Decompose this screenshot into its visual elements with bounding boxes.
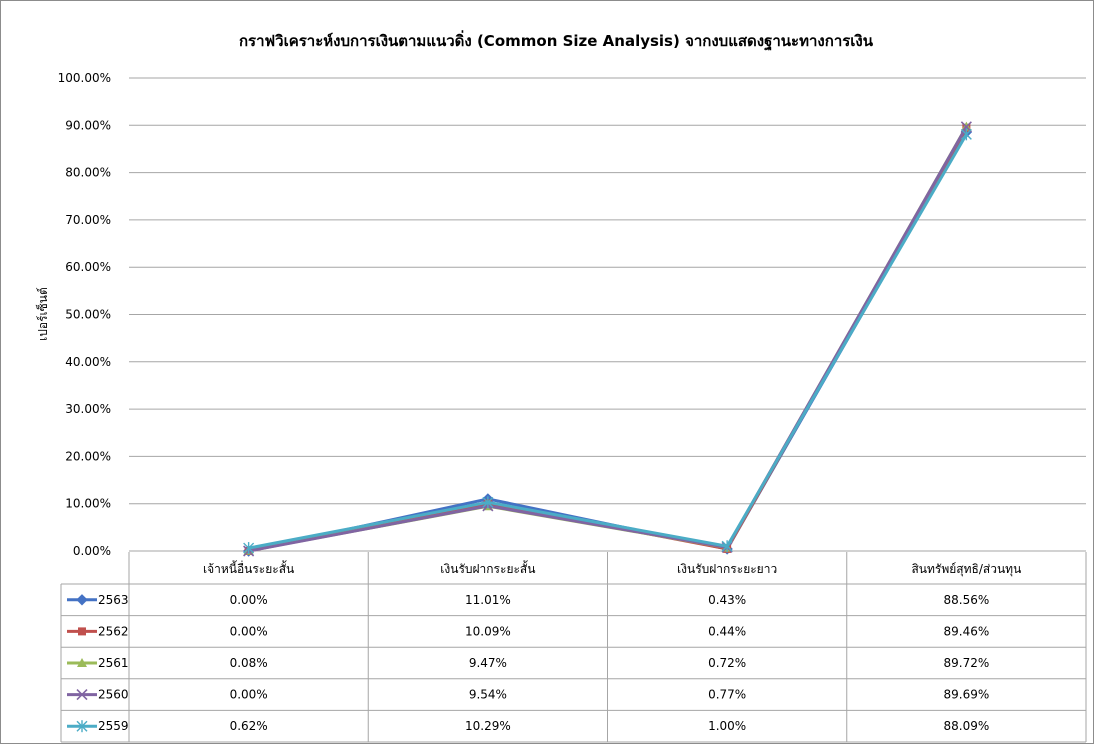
series-layer <box>242 121 973 557</box>
data-table-value: 9.54% <box>469 688 507 702</box>
data-table-value: 0.00% <box>230 624 268 638</box>
series-line-2561 <box>248 125 968 553</box>
series-line-2563 <box>248 131 968 553</box>
category-label: เงินรับฝากระยะสั้น <box>440 560 535 576</box>
series-line-2560 <box>248 126 968 553</box>
y-tick-label: 100.00% <box>58 71 111 85</box>
data-table-value: 10.09% <box>465 624 511 638</box>
y-axis-label: เปอร์เซ็นต์ <box>35 287 50 341</box>
grid-layer: 0.00% 10.00% 20.00% 30.00% 40.00% 50.00% 60.00… <box>58 71 1086 558</box>
data-table-value: 89.46% <box>943 624 989 638</box>
legend-key-marker <box>78 627 86 636</box>
category-label: เงินรับฝากระยะยาว <box>677 562 777 576</box>
y-tick-label: 10.00% <box>65 497 111 511</box>
data-table-value: 0.77% <box>708 688 746 702</box>
category-label: เจ้าหนี้อื่นระยะสั้น <box>203 560 294 576</box>
legend-series-name: 2559 <box>98 719 129 733</box>
data-table-value: 0.72% <box>708 656 746 670</box>
legend-series-name: 2561 <box>98 656 129 670</box>
data-table-value: 0.00% <box>230 593 268 607</box>
data-table: เจ้าหนี้อื่นระยะสั้น เงินรับฝากระยะสั้น เง… <box>60 552 1087 743</box>
y-tick-label: 80.00% <box>65 166 111 180</box>
data-table-value: 11.01% <box>465 593 511 607</box>
y-tick-label: 50.00% <box>65 308 111 322</box>
series-line-2559 <box>248 133 968 550</box>
legend-key-marker <box>76 689 88 701</box>
legend-key-marker <box>76 720 88 733</box>
legend-key-marker-stroke <box>76 689 88 701</box>
y-tick-label: 20.00% <box>65 449 111 463</box>
y-tick-label: 0.00% <box>73 544 111 558</box>
legend-key-marker <box>77 658 87 667</box>
data-table-value: 0.08% <box>230 656 268 670</box>
y-tick-label: 30.00% <box>65 402 111 416</box>
series-line-2562 <box>248 127 968 553</box>
data-point-2559 <box>721 540 733 553</box>
data-table-value: 89.72% <box>943 656 989 670</box>
data-table-value: 0.43% <box>708 593 746 607</box>
data-table-value: 9.47% <box>469 656 507 670</box>
legend-key-marker <box>76 594 88 606</box>
data-table-value: 89.69% <box>943 688 989 702</box>
data-table-value: 0.44% <box>708 624 746 638</box>
data-point-2559 <box>243 542 255 555</box>
y-tick-label: 90.00% <box>65 118 111 132</box>
y-tick-label: 70.00% <box>65 213 111 227</box>
legend-series-name: 2560 <box>98 688 129 702</box>
legend-series-name: 2563 <box>98 593 129 607</box>
data-table-value: 88.56% <box>943 593 989 607</box>
data-table-value: 0.00% <box>230 688 268 702</box>
y-tick-label: 60.00% <box>65 260 111 274</box>
chart-title: กราฟวิเคราะห์งบการเงินตามแนวดิ่ง (Common… <box>239 30 874 51</box>
data-table-value: 1.00% <box>708 719 746 733</box>
data-table-value: 0.62% <box>230 719 268 733</box>
data-point-2559 <box>960 128 972 141</box>
y-tick-label: 40.00% <box>65 355 111 369</box>
data-point-2559 <box>482 496 494 509</box>
category-label: สินทรัพย์สุทธิ/ส่วนทุน <box>911 562 1021 577</box>
data-table-value: 10.29% <box>465 719 511 733</box>
data-table-value: 88.09% <box>943 719 989 733</box>
legend-series-name: 2562 <box>98 624 129 638</box>
